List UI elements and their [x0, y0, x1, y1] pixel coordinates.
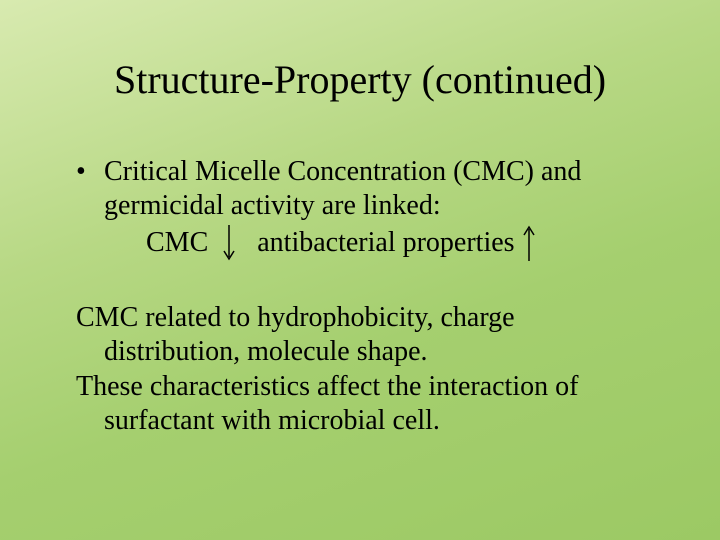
spacer: [515, 226, 522, 260]
para3-block: These characteristics affect the interac…: [76, 370, 660, 438]
bullet-text: Critical Micelle Concentration (CMC) and…: [104, 155, 660, 223]
up-arrow-icon: [522, 223, 536, 263]
slide-body: • Critical Micelle Concentration (CMC) a…: [76, 155, 660, 438]
para3-line2: surfactant with microbial cell.: [104, 405, 440, 436]
slide-title: Structure-Property (continued): [0, 56, 720, 103]
down-arrow-icon: [222, 223, 236, 263]
paragraph-2: CMC related to hydrophobicity, charge di…: [76, 301, 660, 438]
bullet-item-1: • Critical Micelle Concentration (CMC) a…: [76, 155, 660, 223]
bullet-marker: •: [76, 155, 104, 189]
para2-line1: CMC related to hydrophobicity, charge: [76, 302, 515, 333]
para2-block: CMC related to hydrophobicity, charge di…: [76, 301, 660, 369]
bullet1-line1: Critical Micelle Concentration (CMC) and: [104, 156, 581, 187]
cmc-arrow-line: CMC antibacterial properties: [146, 223, 660, 263]
para3-line1: These characteristics affect the interac…: [76, 371, 578, 402]
antibacterial-label: antibacterial properties: [257, 226, 514, 260]
slide: Structure-Property (continued) • Critica…: [0, 0, 720, 540]
bullet1-line2: germicidal activity are linked:: [104, 190, 441, 221]
cmc-label: CMC: [146, 226, 208, 260]
para2-line2: distribution, molecule shape.: [104, 336, 428, 367]
spacer: [208, 226, 222, 260]
spacer: [236, 226, 257, 260]
